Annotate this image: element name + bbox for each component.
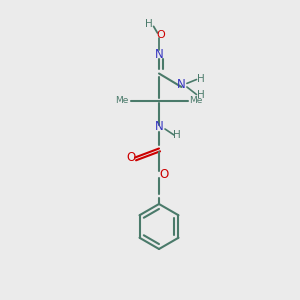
Text: O: O	[156, 29, 165, 40]
Text: H: H	[145, 19, 152, 29]
Text: N: N	[177, 78, 186, 91]
Text: Me: Me	[189, 96, 203, 105]
Text: O: O	[127, 151, 136, 164]
Text: H: H	[173, 130, 181, 140]
Text: Me: Me	[116, 96, 129, 105]
Text: N: N	[154, 119, 164, 133]
Text: H: H	[196, 74, 204, 85]
Text: O: O	[160, 167, 169, 181]
Text: N: N	[154, 47, 164, 61]
Text: H: H	[196, 89, 204, 100]
